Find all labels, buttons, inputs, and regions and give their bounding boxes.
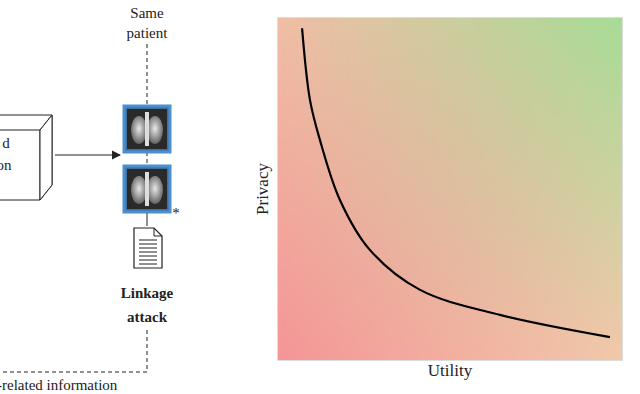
svg-text:*: * [172,205,180,221]
svg-text:d: d [2,135,10,151]
svg-text:Privacy: Privacy [253,163,272,215]
svg-text:attack: attack [127,309,168,325]
svg-text:-related information: -related information [0,377,118,393]
svg-text:Linkage: Linkage [121,285,174,301]
svg-text:Utility: Utility [428,361,473,380]
svg-text:on: on [0,157,12,173]
svg-text:patient: patient [127,25,169,41]
svg-text:Same: Same [130,5,164,21]
